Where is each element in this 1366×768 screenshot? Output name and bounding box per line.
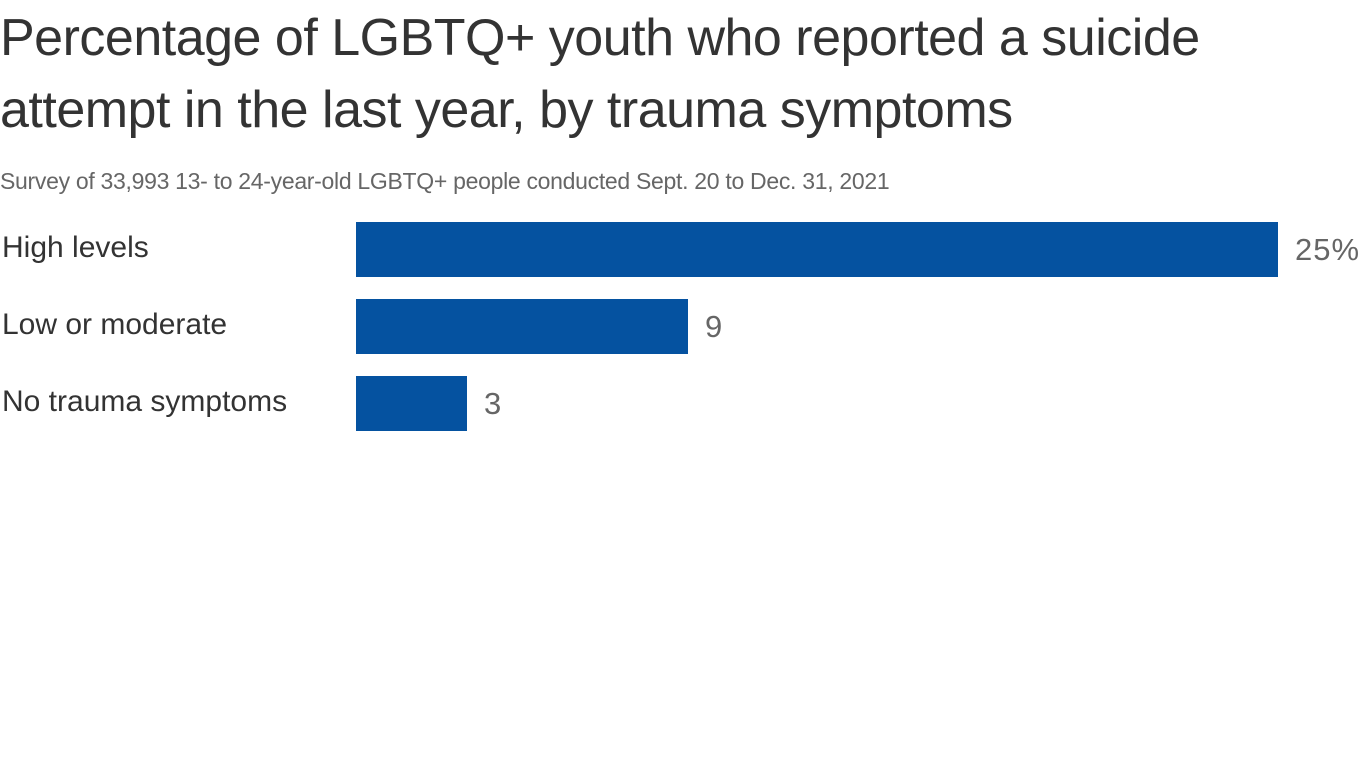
bar-row: Low or moderate 9 [0,299,1366,354]
chart-subtitle: Survey of 33,993 13- to 24-year-old LGBT… [0,168,890,194]
category-label: High levels [2,231,149,264]
value-label: 25% [1295,232,1361,267]
bar [356,299,688,354]
chart-title: Percentage of LGBTQ+ youth who reported … [0,9,1200,139]
value-label: 9 [705,309,724,344]
bar-row: High levels 25% [0,222,1366,277]
bar [356,376,467,431]
bar [356,222,1278,277]
category-label: Low or moderate [2,308,228,341]
category-label: No trauma symptoms [2,385,288,418]
value-label: 3 [484,386,503,421]
bar-row: No trauma symptoms 3 [0,376,1366,431]
